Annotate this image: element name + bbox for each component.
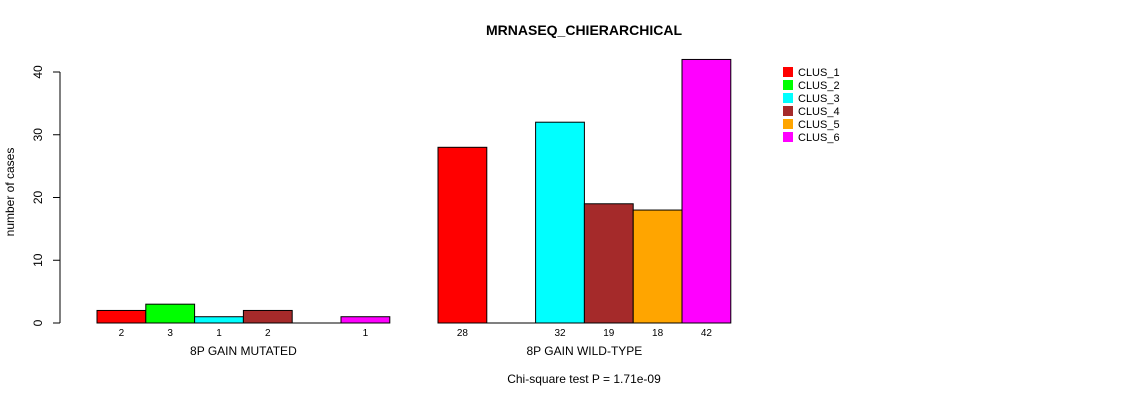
legend-label: CLUS_2	[798, 80, 840, 92]
y-tick-label: 20	[31, 191, 45, 205]
y-axis-label: number of cases	[3, 148, 17, 237]
y-tick-label: 30	[31, 128, 45, 142]
legend-swatch	[783, 67, 793, 77]
chart-title: MRNASEQ_CHIERARCHICAL	[486, 22, 682, 38]
data-label: 2	[265, 328, 271, 339]
legend-swatch	[783, 106, 793, 116]
bar-clus-2	[145, 303, 196, 324]
legend-label: CLUS_4	[798, 106, 840, 118]
y-axis: 0 10 20 30 40	[31, 65, 61, 326]
group-label: 8P GAIN MUTATED	[190, 344, 297, 358]
bar-clus-1	[437, 146, 488, 324]
data-labels: 2 3 1 2 1 28 32 19 18 42	[119, 328, 713, 339]
bar-clus-1	[96, 309, 147, 324]
bar-clus-6	[340, 316, 391, 324]
group-label: 8P GAIN WILD-TYPE	[526, 344, 642, 358]
group-labels: 8P GAIN MUTATED 8P GAIN WILD-TYPE	[190, 344, 642, 358]
legend-label: CLUS_3	[798, 93, 840, 105]
bar-clus-4	[583, 203, 634, 324]
data-label: 2	[119, 328, 125, 339]
bar-clus-4	[242, 309, 293, 324]
data-label: 1	[216, 328, 222, 339]
data-label: 18	[652, 328, 664, 339]
y-tick-label: 40	[31, 65, 45, 79]
y-tick-label: 0	[31, 319, 45, 326]
legend-swatch	[783, 93, 793, 103]
legend-label: CLUS_5	[798, 119, 840, 131]
legend-swatch	[783, 119, 793, 129]
data-label: 32	[554, 328, 566, 339]
data-label: 42	[701, 328, 713, 339]
data-label: 1	[363, 328, 369, 339]
data-label: 3	[167, 328, 173, 339]
bar-clus-3	[194, 316, 244, 324]
bar-clus-5	[632, 209, 683, 324]
data-label: 19	[603, 328, 615, 339]
legend-label: CLUS_1	[798, 67, 840, 79]
legend-label: CLUS_6	[798, 132, 840, 144]
legend-swatch	[783, 80, 793, 90]
legend-swatch	[783, 132, 793, 142]
y-tick-label: 10	[31, 253, 45, 267]
data-label: 28	[457, 328, 469, 339]
chi-square-annotation: Chi-square test P = 1.71e-09	[507, 372, 661, 386]
bars	[96, 58, 732, 324]
bar-clus-3	[535, 121, 585, 324]
bar-clus-6	[681, 58, 732, 324]
